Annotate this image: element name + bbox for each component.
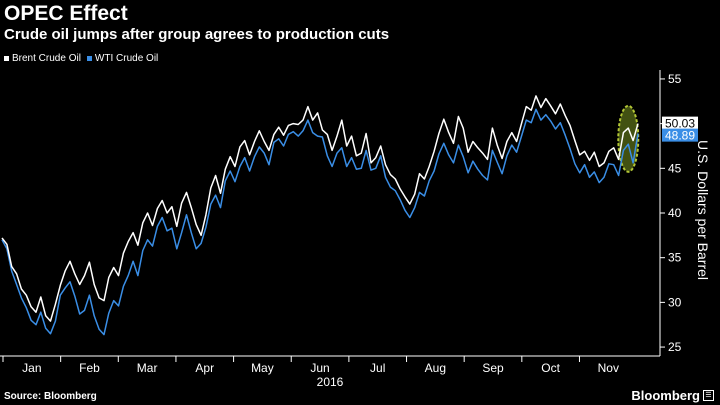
source-note: Source: Bloomberg xyxy=(4,391,97,402)
y-tick-label: 55 xyxy=(668,72,682,86)
last-value-label: 48.89 xyxy=(665,129,695,143)
legend-label-wti: WTI Crude Oil xyxy=(94,53,159,64)
last-value-box xyxy=(662,128,698,142)
x-tick-label: Sep xyxy=(482,361,504,375)
x-tick-label: Aug xyxy=(425,361,446,375)
chart-title: OPEC Effect xyxy=(4,2,128,25)
y-tick-label: 45 xyxy=(668,161,682,175)
brand-logo: Bloomberg ☰ xyxy=(631,388,714,403)
last-value-wti: 48.89 xyxy=(662,128,698,143)
x-tick-label: Mar xyxy=(137,361,158,375)
legend-item-brent: Brent Crude Oil xyxy=(4,53,81,64)
y-tick-label: 35 xyxy=(668,251,682,265)
series-line-wti xyxy=(1,108,639,336)
x-axis-year-label: 2016 xyxy=(317,375,344,389)
x-tick-label: Jul xyxy=(370,361,385,375)
legend-label-brent: Brent Crude Oil xyxy=(12,53,81,64)
x-tick-label: Oct xyxy=(541,361,560,375)
legend-swatch-brent xyxy=(4,56,9,61)
last-value-box xyxy=(662,116,698,130)
last-value-brent: 50.03 xyxy=(662,116,698,131)
y-tick-label: 30 xyxy=(668,295,682,309)
legend: Brent Crude Oil WTI Crude Oil xyxy=(4,53,158,64)
x-tick-label: May xyxy=(251,361,274,375)
series-line-brent xyxy=(1,95,639,322)
y-axis-label: U.S. Dollars per Barrel xyxy=(695,139,711,281)
x-tick-label: Jan xyxy=(22,361,41,375)
x-tick-label: Nov xyxy=(598,361,619,375)
chart-subtitle: Crude oil jumps after group agrees to pr… xyxy=(4,26,390,43)
legend-swatch-wti xyxy=(86,56,92,61)
y-tick-label: 25 xyxy=(668,340,682,354)
x-tick-label: Feb xyxy=(79,361,100,375)
x-tick-label: Apr xyxy=(195,361,214,375)
last-value-label: 50.03 xyxy=(665,117,695,131)
y-tick-label: 40 xyxy=(668,206,682,220)
highlight-ellipse xyxy=(617,104,640,173)
x-tick-label: Jun xyxy=(310,361,329,375)
brand-name: Bloomberg xyxy=(631,388,700,403)
bloomberg-icon: ☰ xyxy=(703,390,714,401)
legend-item-wti: WTI Crude Oil xyxy=(86,53,159,64)
